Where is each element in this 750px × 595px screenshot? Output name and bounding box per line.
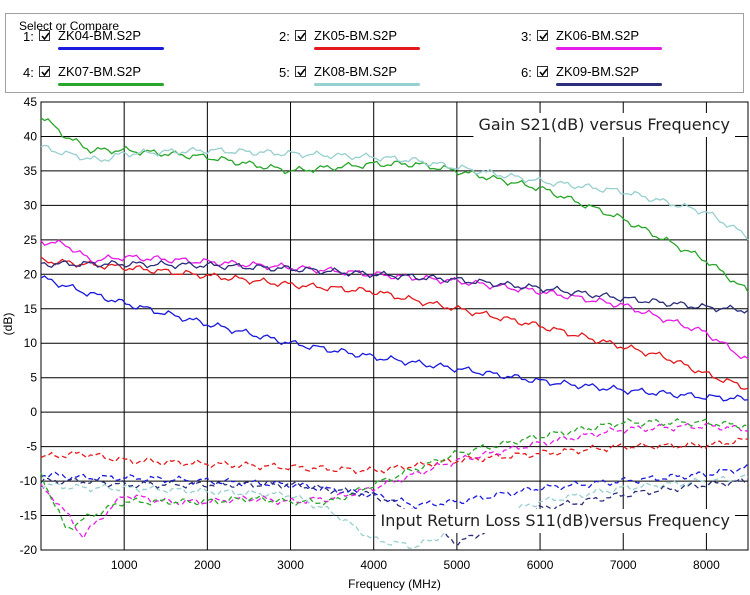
y-tick-label: -5	[26, 440, 37, 454]
trace-color-swatch	[314, 47, 420, 50]
trace-file-name: ZK09-BM.S2P	[556, 64, 640, 79]
trace-checkbox[interactable]	[39, 30, 50, 41]
x-tick-label: 5000	[444, 558, 471, 572]
series-line	[40, 144, 749, 241]
y-tick-label: 15	[24, 302, 38, 316]
trace-index: 6:	[521, 65, 532, 80]
trace-file-name: ZK08-BM.S2P	[314, 64, 398, 79]
series-line	[40, 256, 749, 390]
y-axis-label: (dB)	[1, 313, 15, 336]
x-tick-label: 2000	[194, 558, 221, 572]
trace-color-swatch	[314, 83, 420, 86]
trace-color-swatch	[58, 47, 164, 50]
checkmark-icon	[297, 32, 306, 41]
select-or-compare-group: Select or Compare 1: ZK04-BM.S2P 2: ZK05-BM…	[5, 13, 744, 93]
checkmark-icon	[41, 68, 50, 77]
gain-title-annotation-background	[473, 113, 735, 137]
x-tick-label: 3000	[277, 558, 304, 572]
y-tick-label: 5	[30, 371, 37, 385]
series-line	[40, 275, 749, 402]
y-tick-label: 45	[24, 95, 38, 109]
trace-color-swatch	[58, 83, 164, 86]
return-loss-title-annotation-text: Input Return Loss S11(dB)versus Frequenc…	[381, 511, 730, 530]
trace-file-name: ZK04-BM.S2P	[58, 28, 142, 43]
trace-checkbox[interactable]	[39, 66, 50, 77]
checkmark-icon	[41, 32, 50, 41]
series-line	[40, 259, 749, 314]
gain-title-annotation-text: Gain S21(dB) versus Frequency	[478, 115, 730, 134]
series-line	[40, 239, 749, 360]
trace-selector-item: 4: ZK07-BM.S2P	[23, 58, 203, 88]
x-tick-label: 7000	[610, 558, 637, 572]
plot-area	[40, 101, 749, 551]
y-tick-label: 20	[24, 267, 38, 281]
x-tick-label: 8000	[693, 558, 720, 572]
trace-file-name: ZK05-BM.S2P	[314, 28, 398, 43]
checkmark-icon	[297, 68, 306, 77]
y-tick-label: 25	[24, 233, 38, 247]
series-line	[40, 477, 749, 546]
gain-title-annotation: Gain S21(dB) versus Frequency	[473, 113, 735, 137]
y-tick-label: 0	[30, 405, 37, 419]
trace-selector-item: 1: ZK04-BM.S2P	[23, 22, 203, 52]
series-line	[40, 417, 749, 531]
y-tick-label: 40	[24, 129, 38, 143]
trace-color-swatch	[556, 47, 662, 50]
series-line	[40, 474, 749, 549]
trace-index: 2:	[279, 29, 290, 44]
x-tick-label: 1000	[111, 558, 138, 572]
chart: 1000 2000 3000 4000 5000 6000 7000 8000 -20 -15 -1…	[1, 95, 749, 591]
return-loss-title-annotation-background	[375, 509, 735, 533]
x-axis-label: Frequency (MHz)	[348, 577, 441, 591]
trace-checkbox[interactable]	[295, 66, 306, 77]
y-tick-label: -10	[20, 474, 38, 488]
select-or-compare-legend: Select or Compare	[16, 19, 123, 33]
trace-index: 1:	[23, 29, 34, 44]
trace-index: 3:	[521, 29, 532, 44]
y-tick-label: 10	[24, 336, 38, 350]
x-tick-label: 4000	[360, 558, 387, 572]
y-tick-label: -15	[20, 509, 38, 523]
checkmark-icon	[539, 68, 548, 77]
trace-checkbox[interactable]	[295, 30, 306, 41]
trace-index: 4:	[23, 65, 34, 80]
checkmark-icon	[539, 32, 548, 41]
trace-checkbox[interactable]	[537, 30, 548, 41]
trace-color-swatch	[556, 83, 662, 86]
trace-selector-item: 5: ZK08-BM.S2P	[279, 58, 459, 88]
y-tick-label: 30	[24, 198, 38, 212]
y-tick-label: 35	[24, 164, 38, 178]
trace-selector-item: 3: ZK06-BM.S2P	[521, 22, 701, 52]
series-line	[40, 437, 748, 474]
return-loss-title-annotation: Input Return Loss S11(dB)versus Frequenc…	[375, 509, 735, 533]
series-line	[40, 463, 749, 510]
trace-checkbox[interactable]	[537, 66, 548, 77]
trace-file-name: ZK07-BM.S2P	[58, 64, 142, 79]
trace-selector-item: 6: ZK09-BM.S2P	[521, 58, 701, 88]
x-tick-label: 6000	[527, 558, 554, 572]
series-line	[40, 422, 749, 540]
trace-index: 5:	[279, 65, 290, 80]
y-tick-label: -20	[20, 543, 38, 557]
trace-file-name: ZK06-BM.S2P	[556, 28, 640, 43]
trace-selector-item: 2: ZK05-BM.S2P	[279, 22, 459, 52]
